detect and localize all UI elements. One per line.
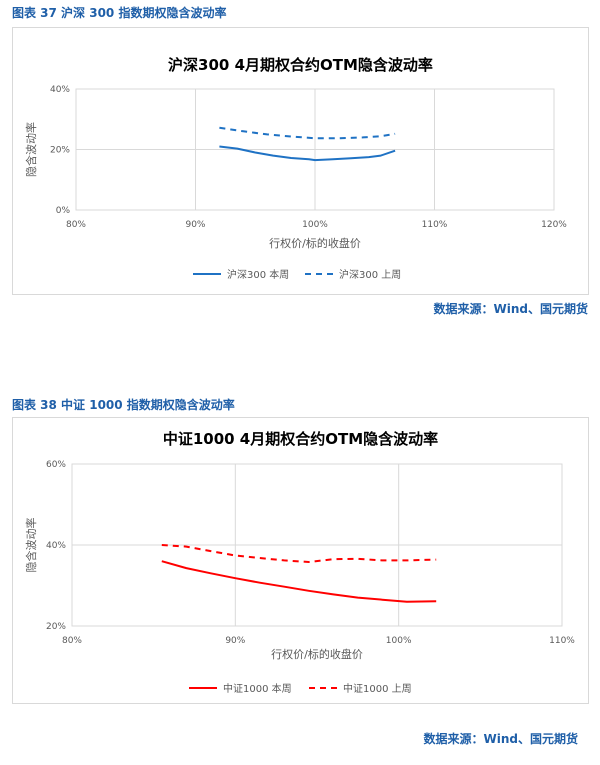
legend-label-2: 中证1000 上周	[343, 682, 412, 695]
source-note-2: 数据来源：Wind、国元期货	[423, 732, 578, 746]
figure-label-2: 图表 38 中证 1000 指数期权隐含波动率	[12, 398, 235, 412]
x-tick-label: 120%	[541, 220, 567, 230]
chart-1: 沪深300 4月期权合约OTM隐含波动率 80% 90% 100% 110% 120% 0%…	[24, 56, 567, 281]
chart-title: 中证1000 4月期权合约OTM隐含波动率	[163, 430, 438, 448]
chart-2: 中证1000 4月期权合约OTM隐含波动率 80% 90% 100% 110% 20% 40…	[24, 430, 575, 695]
y-tick-label: 0%	[56, 206, 71, 216]
x-tick-label: 90%	[225, 636, 245, 646]
y-tick-label: 40%	[50, 85, 70, 95]
series-line-1	[219, 145, 396, 162]
figure-label-1: 图表 37 沪深 300 指数期权隐含波动率	[12, 6, 227, 20]
x-tick-label: 110%	[422, 220, 448, 230]
x-tick-label: 90%	[185, 220, 205, 230]
x-tick-label: 100%	[302, 220, 328, 230]
legend-label-1: 沪深300 本周	[227, 268, 289, 281]
series-line-2	[161, 544, 437, 563]
legend-label-1: 中证1000 本周	[223, 682, 292, 695]
x-tick-label: 110%	[549, 636, 575, 646]
y-axis-title: 隐含波动率	[24, 518, 38, 573]
y-tick-label: 20%	[50, 146, 70, 156]
y-axis-title: 隐含波动率	[24, 122, 38, 177]
chart-panel-2: 中证1000 4月期权合约OTM隐含波动率 80% 90% 100% 110% 20% 40…	[12, 417, 589, 704]
series-line-2	[219, 126, 396, 140]
y-tick-label: 20%	[46, 622, 66, 632]
series-line-1	[161, 560, 437, 603]
x-axis-title: 行权价/标的收盘价	[269, 236, 361, 250]
x-tick-label: 100%	[386, 636, 412, 646]
y-tick-label: 60%	[46, 460, 66, 470]
x-tick-label: 80%	[66, 220, 86, 230]
legend-label-2: 沪深300 上周	[339, 268, 401, 281]
y-tick-label: 40%	[46, 541, 66, 551]
x-tick-label: 80%	[62, 636, 82, 646]
chart-panel-1: 沪深300 4月期权合约OTM隐含波动率 80% 90% 100% 110% 120% 0%…	[12, 27, 589, 295]
chart-title: 沪深300 4月期权合约OTM隐含波动率	[168, 56, 433, 74]
source-note-1: 数据来源：Wind、国元期货	[433, 302, 588, 316]
x-axis-title: 行权价/标的收盘价	[271, 647, 363, 661]
